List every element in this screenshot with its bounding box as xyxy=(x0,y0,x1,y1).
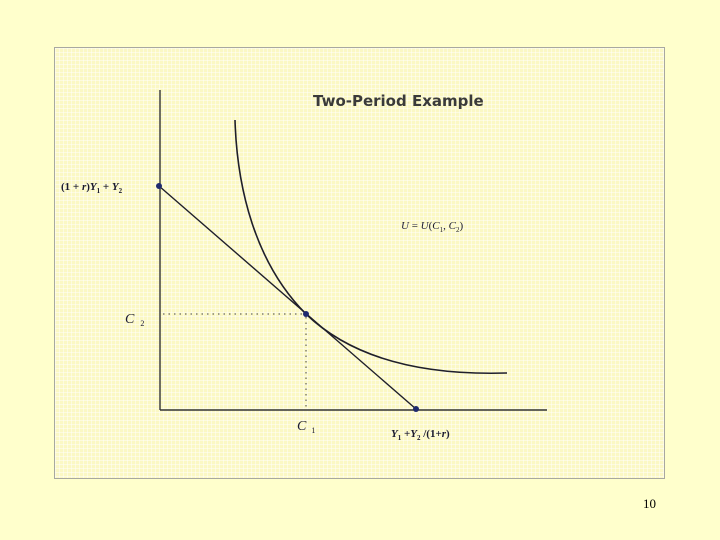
indifference-curve xyxy=(234,119,508,375)
utility-function-label: U = U(C1, C2) xyxy=(401,220,463,234)
two-period-diagram: Two-Period Example (1 + r)Y1 + Y2 U = U(… xyxy=(61,90,547,442)
figure-panel: Two-Period Example (1 + r)Y1 + Y2 U = U(… xyxy=(54,47,665,479)
tangency-point xyxy=(303,311,309,317)
diagram-title: Two-Period Example xyxy=(313,92,484,110)
x-intercept-point xyxy=(413,406,419,412)
y-intercept-label: (1 + r)Y1 + Y2 xyxy=(61,181,123,195)
y-intercept-point xyxy=(156,183,162,189)
budget-line xyxy=(158,185,417,410)
page-number: 10 xyxy=(643,496,656,511)
x-intercept-label: Y1 +Y2 /(1+r) xyxy=(391,428,450,442)
